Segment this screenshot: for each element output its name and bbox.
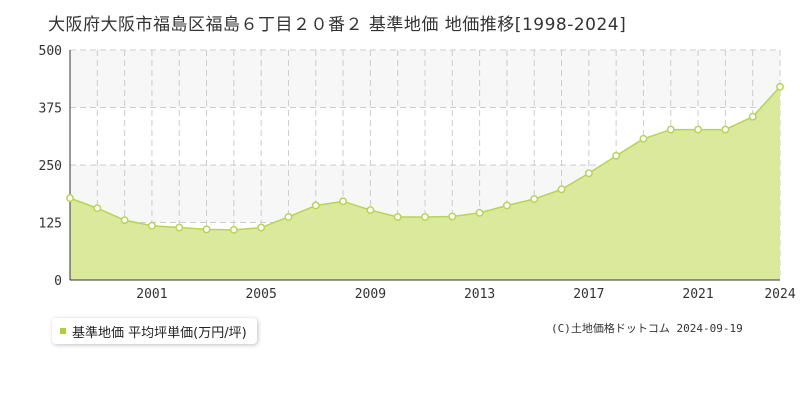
data-point-2016 — [557, 185, 566, 194]
data-point-1999 — [93, 204, 102, 213]
data-point-2020 — [666, 125, 675, 134]
y-tick-label: 125 — [39, 217, 62, 232]
data-point-2019 — [639, 134, 648, 143]
data-point-2001 — [147, 221, 156, 230]
y-tick-label: 0 — [54, 274, 62, 289]
x-tick-label: 2017 — [573, 287, 604, 302]
data-point-2002 — [175, 223, 184, 232]
x-tick-label: 2024 — [764, 287, 795, 302]
data-point-2015 — [530, 195, 539, 203]
x-tick-label: 2001 — [136, 287, 167, 302]
x-tick-label: 2009 — [355, 287, 386, 302]
y-tick-label: 250 — [39, 159, 62, 174]
y-tick-label: 375 — [39, 102, 62, 117]
data-point-2008 — [339, 197, 348, 206]
data-point-2007 — [311, 201, 320, 210]
data-point-2005 — [257, 223, 266, 232]
copyright: (C)土地価格ドットコム 2024-09-19 — [551, 322, 743, 335]
legend-label: 基準地価 平均坪単価(万円/坪) — [72, 325, 247, 341]
x-tick-label: 2013 — [464, 287, 495, 302]
y-tick-label: 500 — [39, 44, 62, 59]
data-point-2018 — [612, 151, 621, 160]
data-point-2006 — [284, 213, 293, 221]
series-area — [70, 86, 780, 280]
data-point-2012 — [448, 212, 457, 221]
data-point-2010 — [393, 213, 402, 221]
data-point-2011 — [421, 213, 429, 221]
data-point-2003 — [202, 225, 211, 234]
chart-title: 大阪府大阪市福島区福島６丁目２０番２ 基準地価 地価推移[1998-2024] — [48, 15, 627, 35]
legend: 基準地価 平均坪単価(万円/坪) — [52, 318, 257, 344]
data-point-2022 — [721, 125, 730, 134]
data-point-2023 — [748, 112, 757, 121]
data-point-2014 — [502, 201, 511, 210]
legend-swatch — [60, 328, 66, 334]
data-point-2021 — [694, 125, 703, 134]
x-tick-label: 2005 — [245, 287, 276, 302]
data-point-2004 — [229, 225, 238, 234]
data-point-2009 — [366, 206, 375, 215]
grid-band — [70, 50, 780, 108]
data-point-1998 — [66, 194, 74, 203]
data-point-2017 — [584, 169, 593, 178]
data-point-2024 — [776, 82, 784, 91]
data-point-2000 — [120, 216, 129, 225]
x-tick-label: 2021 — [682, 287, 713, 302]
data-point-2013 — [475, 208, 484, 217]
